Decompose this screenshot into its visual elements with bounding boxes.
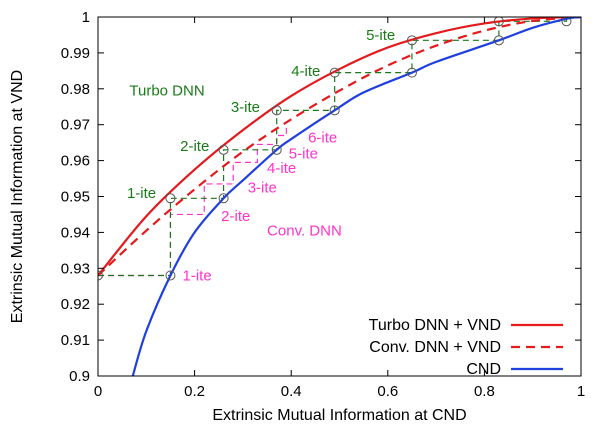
trajectory-point (561, 17, 572, 27)
turbo-iteration-label: 3-ite (231, 99, 260, 116)
trajectory-point (218, 144, 229, 155)
conv-iteration-label: 4-ite (267, 160, 296, 177)
conv-iteration-label: 5-ite (289, 145, 318, 162)
x-tick-label: 0.6 (377, 383, 398, 400)
trajectory-point (406, 35, 417, 46)
legend-label: CND (466, 361, 501, 378)
x-tick-label: 0.4 (281, 383, 302, 400)
legend: Turbo DNN + VND Conv. DNN + VND CND (369, 317, 563, 378)
conv-iteration-label: 2-ite (221, 208, 250, 225)
x-tick-label: 1 (577, 383, 585, 400)
conv-dnn-vnd-curve (98, 17, 581, 277)
trajectory-point (218, 193, 229, 204)
y-tick-label: 0.99 (61, 45, 90, 62)
y-tick-label: 0.97 (61, 117, 90, 134)
legend-label: Conv. DNN + VND (369, 339, 501, 356)
y-tick-label: 0.96 (61, 153, 90, 170)
x-tick-label: 0.2 (184, 383, 205, 400)
y-tick-label: 0.93 (61, 260, 90, 277)
annotation-label: Turbo DNN (129, 83, 204, 100)
conv-iteration-label: 6-ite (308, 129, 337, 146)
plot-layer: 1-ite2-ite3-ite4-ite5-ite1-ite2-ite3-ite… (98, 17, 581, 376)
trajectory-point (493, 17, 504, 27)
annotation-label: Conv. DNN (267, 223, 342, 240)
y-tick-label: 1 (82, 9, 90, 26)
trajectory-point (493, 35, 504, 46)
trajectory-point (271, 144, 282, 155)
cnd-curve (131, 17, 581, 376)
x-tick-label: 0 (94, 383, 102, 400)
y-tick-label: 0.95 (61, 189, 90, 206)
plot-frame (97, 16, 582, 377)
turbo-iteration-label: 1-ite (127, 185, 156, 202)
turbo-dnn-vnd-curve (98, 17, 581, 277)
trajectory-point (98, 270, 103, 281)
y-tick-label: 0.98 (61, 81, 90, 98)
turbo-iteration-label: 2-ite (180, 138, 209, 155)
x-axis-label: Extrinsic Mutual Information at CND (212, 407, 466, 424)
trajectory-point (165, 270, 176, 281)
axes-layer: 0 0.2 0.4 0.6 0.8 1 0.9 0.91 0.92 0.93 0.94 0.95 0.9… (61, 9, 585, 400)
conv-iteration-label: 3-ite (248, 180, 277, 197)
y-axis-label: Extrinsic Mutual Information at VND (9, 70, 26, 323)
y-tick-label: 0.92 (61, 296, 90, 313)
trajectory-point (165, 193, 176, 204)
turbo-iteration-label: 5-ite (366, 27, 395, 44)
conv-iteration-label: 1-ite (183, 267, 212, 284)
trajectory-point (406, 67, 417, 78)
trajectory-point (271, 105, 282, 116)
x-tick-label: 0.8 (474, 383, 495, 400)
y-tick-label: 0.9 (69, 368, 90, 385)
legend-label: Turbo DNN + VND (369, 317, 501, 334)
turbo-iteration-label: 4-ite (291, 63, 320, 80)
trajectory-point (329, 67, 340, 78)
y-tick-label: 0.94 (61, 224, 90, 241)
trajectory-point (329, 105, 340, 116)
y-tick-label: 0.91 (61, 332, 90, 349)
